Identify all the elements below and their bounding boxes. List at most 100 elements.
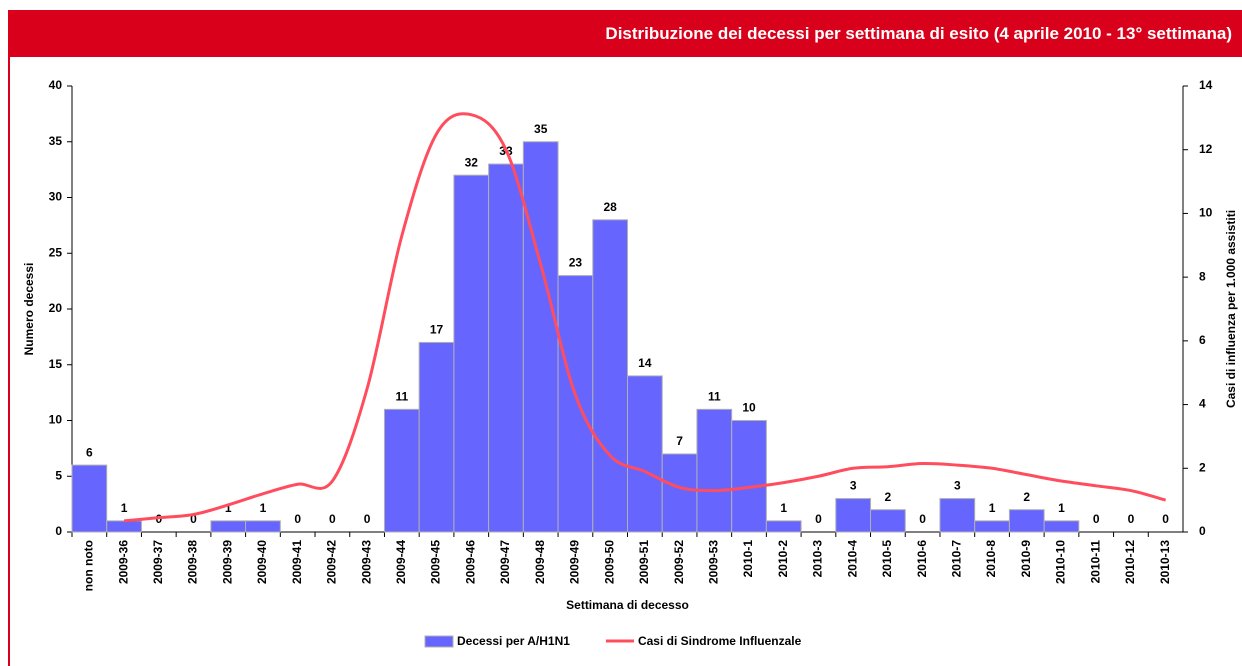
data-label: 2 xyxy=(885,490,892,504)
y-tick-label: 35 xyxy=(49,134,63,148)
data-label: 23 xyxy=(569,256,583,270)
bar xyxy=(1008,509,1045,533)
x-tick-label: 2010-8 xyxy=(984,540,998,578)
bar xyxy=(210,520,247,533)
bar xyxy=(418,341,455,533)
data-label: 17 xyxy=(430,323,444,337)
data-label: 3 xyxy=(850,479,857,493)
data-label: 0 xyxy=(1128,512,1135,526)
bar xyxy=(974,520,1010,533)
x-tick-label: 2010-10 xyxy=(1054,540,1068,584)
legend-swatch xyxy=(424,635,454,648)
y2-tick-label: 14 xyxy=(1199,78,1213,92)
x-tick-label: 2009-47 xyxy=(498,540,512,584)
data-label: 1 xyxy=(121,501,128,515)
y-tick-label: 0 xyxy=(55,524,62,538)
y-tick-label: 20 xyxy=(49,301,63,315)
y-tick-label: 25 xyxy=(49,245,63,259)
x-tick-label: 2009-37 xyxy=(151,540,165,584)
line xyxy=(123,112,1167,523)
data-label: 0 xyxy=(1093,512,1100,526)
x-tick-label: 2010-6 xyxy=(915,540,929,578)
panel-frame xyxy=(8,10,1242,666)
data-label: 1 xyxy=(780,501,787,515)
data-label: 2 xyxy=(1023,490,1030,504)
y2-tick-label: 6 xyxy=(1199,333,1206,347)
data-label: 28 xyxy=(603,200,617,214)
x-tick-label: 2010-11 xyxy=(1088,540,1102,584)
x-tick-label: 2009-40 xyxy=(255,540,269,584)
bar xyxy=(939,498,976,533)
data-label: 1 xyxy=(225,501,232,515)
bar xyxy=(835,498,872,533)
data-label: 0 xyxy=(190,512,197,526)
legend-label: Casi di Sindrome Influenzale xyxy=(638,634,802,648)
data-label: 0 xyxy=(329,512,336,526)
x-tick-label: 2010-3 xyxy=(811,540,825,578)
x-tick-label: 2010-4 xyxy=(845,540,859,578)
data-label: 32 xyxy=(465,155,479,169)
x-tick-label: 2009-42 xyxy=(325,540,339,584)
x-tick-label: 2009-50 xyxy=(602,540,616,584)
bar xyxy=(1043,520,1080,533)
x-tick-label: 2010-1 xyxy=(741,540,755,578)
x-tick-label: 2009-39 xyxy=(220,540,234,584)
data-label: 6 xyxy=(86,445,93,459)
legend-label: Decessi per A/H1N1 xyxy=(457,634,570,648)
data-label: 35 xyxy=(534,122,548,136)
data-label: 1 xyxy=(1058,501,1065,515)
data-label: 0 xyxy=(294,512,301,526)
x-tick-label: 2010-7 xyxy=(950,540,964,578)
x-tick-label: 2009-41 xyxy=(290,540,304,584)
y2-tick-label: 8 xyxy=(1199,269,1206,283)
data-label: 0 xyxy=(1162,512,1169,526)
bar xyxy=(731,420,767,533)
x-tick-label: 2009-49 xyxy=(568,540,582,584)
x-tick-label: 2009-53 xyxy=(706,540,720,584)
x-tick-label: 2010-13 xyxy=(1158,540,1172,584)
bar xyxy=(661,453,698,533)
x-tick-label: non noto xyxy=(82,540,96,591)
y2-tick-label: 12 xyxy=(1199,142,1213,156)
y2-tick-label: 0 xyxy=(1199,524,1206,538)
data-label: 3 xyxy=(954,479,961,493)
y-tick-label: 40 xyxy=(49,78,63,92)
bar xyxy=(245,520,281,533)
bar xyxy=(453,174,490,533)
bar xyxy=(522,141,559,533)
x-tick-label: 2009-48 xyxy=(533,540,547,584)
data-label: 7 xyxy=(676,434,683,448)
bar xyxy=(765,520,802,533)
x-tick-label: 2009-51 xyxy=(637,540,651,584)
bar xyxy=(696,408,733,533)
x-tick-label: 2009-43 xyxy=(359,540,373,584)
x-tick-label: 2010-12 xyxy=(1123,540,1137,584)
x-tick-label: 2010-2 xyxy=(776,540,790,578)
x-tick-label: 2010-9 xyxy=(1019,540,1033,578)
y-tick-label: 5 xyxy=(55,468,62,482)
x-tick-label: 2009-52 xyxy=(672,540,686,584)
y-tick-label: 30 xyxy=(49,190,63,204)
bar xyxy=(383,408,420,533)
x-tick-label: 2009-46 xyxy=(463,540,477,584)
x-tick-label: 2009-38 xyxy=(186,540,200,584)
data-label: 11 xyxy=(395,390,408,404)
bar xyxy=(870,509,906,533)
y2-axis-title: Casi di influenza per 1.000 assistiti xyxy=(1224,210,1238,408)
bar xyxy=(71,464,108,533)
bar xyxy=(592,219,628,533)
chart-title: Distribuzione dei decessi per settimana … xyxy=(8,10,1242,57)
x-tick-label: 2009-45 xyxy=(429,540,443,584)
bar xyxy=(557,275,594,533)
x-tick-label: 2009-44 xyxy=(394,540,408,584)
data-label: 10 xyxy=(742,401,756,415)
bar xyxy=(488,163,524,533)
data-label: 0 xyxy=(155,512,162,526)
bar xyxy=(106,520,142,533)
data-label: 1 xyxy=(260,501,267,515)
y-tick-label: 15 xyxy=(49,357,63,371)
bar xyxy=(627,375,663,533)
x-tick-label: 2009-36 xyxy=(116,540,130,584)
data-label: 1 xyxy=(989,501,996,515)
